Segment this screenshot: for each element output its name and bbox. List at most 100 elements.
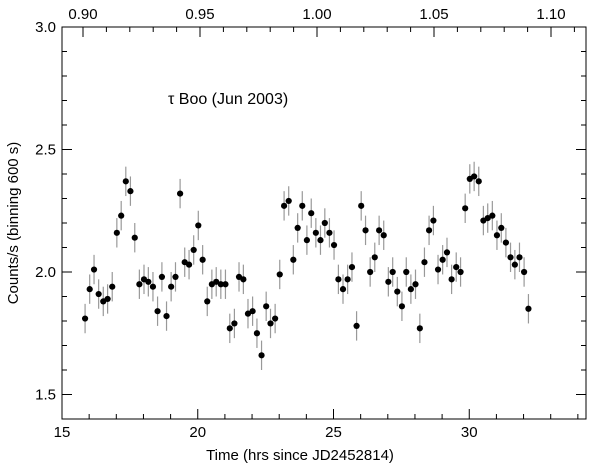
data-point: [267, 320, 274, 327]
data-point: [407, 286, 414, 293]
data-point: [217, 281, 224, 288]
data-point: [416, 325, 423, 332]
data-point: [253, 330, 261, 337]
data-point: [258, 352, 265, 359]
data-point: [330, 241, 338, 249]
data-point: [190, 246, 197, 254]
data-point: [430, 217, 437, 224]
data-point: [326, 229, 333, 236]
data-point: [231, 320, 238, 327]
data-point: [403, 268, 410, 276]
data-point: [158, 273, 166, 280]
data-point: [434, 266, 442, 273]
data-point: [348, 264, 356, 271]
data-point: [299, 202, 306, 209]
data-point: [353, 322, 360, 329]
data-point: [344, 276, 351, 283]
data-point: [168, 283, 175, 290]
y-axis-title: Counts/s (binning 600 s): [5, 142, 22, 305]
data-point: [462, 205, 469, 212]
chart-annotation: τ Boo (Jun 2003): [168, 91, 288, 108]
data-point: [471, 173, 478, 180]
data-point: [199, 256, 206, 263]
top-tick-label: 1.00: [302, 6, 331, 23]
data-point: [335, 276, 342, 283]
data-point: [154, 308, 161, 315]
data-point: [439, 256, 446, 263]
data-point: [86, 286, 93, 293]
data-points: [81, 173, 532, 359]
data-point: [412, 281, 419, 288]
data-point: [312, 229, 319, 236]
data-point: [294, 224, 301, 231]
data-point: [362, 227, 369, 234]
data-point: [303, 237, 310, 244]
y-tick-label: 1.5: [35, 387, 56, 404]
data-point: [226, 325, 233, 332]
data-point: [131, 234, 138, 241]
data-point: [127, 188, 134, 195]
data-point: [81, 315, 89, 322]
data-point: [213, 278, 220, 285]
x-tick-label: 30: [461, 424, 478, 441]
top-tick-label: 0.95: [185, 6, 214, 23]
data-point: [204, 298, 211, 305]
data-point: [163, 313, 170, 320]
x-tick-label: 25: [325, 424, 342, 441]
data-point: [109, 283, 116, 290]
y-tick-label: 2.0: [35, 264, 56, 281]
data-point: [222, 281, 229, 288]
x-axis-title: Time (hrs since JD2452814): [206, 447, 394, 464]
data-point: [367, 268, 374, 276]
top-tick-label: 0.90: [68, 6, 97, 23]
data-point: [398, 303, 406, 310]
data-point: [308, 210, 315, 217]
data-point: [90, 266, 98, 273]
data-point: [122, 178, 129, 185]
top-tick-label: 1.05: [419, 6, 448, 23]
data-point: [339, 286, 347, 293]
data-point: [511, 261, 518, 268]
x-tick-label: 20: [189, 424, 206, 441]
y-tick-label: 3.0: [35, 19, 56, 36]
data-point: [385, 278, 392, 285]
data-point: [457, 268, 464, 276]
data-point: [280, 202, 288, 209]
data-point: [149, 283, 157, 290]
data-point: [118, 212, 125, 219]
top-axis-ticks: 0.90 0.95 1.00 1.05 1.10: [68, 6, 575, 37]
data-point: [276, 271, 283, 278]
top-tick-label: 1.10: [536, 6, 565, 23]
data-point: [507, 254, 514, 261]
data-point: [520, 268, 528, 276]
data-point: [358, 202, 365, 209]
data-point: [244, 310, 252, 317]
data-point: [195, 222, 202, 229]
data-point: [448, 276, 455, 283]
data-point: [376, 227, 383, 234]
data-point: [425, 227, 433, 234]
data-point: [489, 212, 496, 219]
data-point: [272, 315, 279, 322]
data-point: [317, 237, 324, 244]
data-point: [516, 254, 523, 261]
data-point: [371, 254, 378, 261]
data-point: [263, 303, 270, 310]
data-point: [443, 249, 451, 256]
data-point: [177, 190, 184, 197]
data-point: [475, 178, 482, 185]
data-point: [380, 232, 387, 239]
data-point: [240, 276, 247, 283]
data-point: [285, 197, 292, 205]
data-point: [290, 256, 297, 263]
data-point: [95, 290, 102, 298]
bottom-axis-ticks: 15 20 25 30: [54, 409, 579, 441]
data-point: [113, 229, 120, 236]
data-point: [525, 305, 532, 312]
data-point: [484, 215, 491, 222]
data-point: [172, 273, 179, 280]
data-point: [185, 261, 193, 268]
data-point: [136, 281, 143, 288]
left-axis-ticks: 1.5 2.0 2.5 3.0: [35, 19, 72, 420]
